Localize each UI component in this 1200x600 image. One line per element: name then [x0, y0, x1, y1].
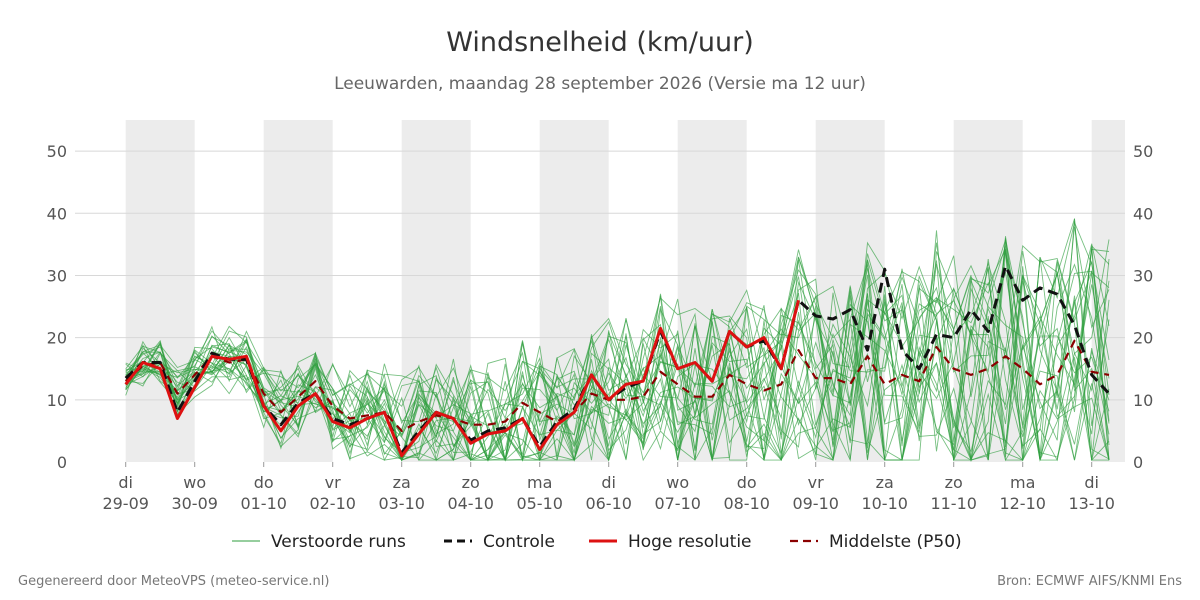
x-tick-date: 03-10	[378, 494, 425, 513]
x-tick-day: vr	[325, 473, 341, 492]
x-tick-date: 09-10	[792, 494, 839, 513]
x-tick-date: 12-10	[999, 494, 1046, 513]
x-tick-day: vr	[808, 473, 824, 492]
x-axis: di 29-09 wo 30-09 do 01-10 vr 02-10 za 03-10 zo 04-…	[102, 462, 1115, 513]
x-tick-date: 07-10	[654, 494, 701, 513]
footer-left: Gegenereerd door MeteoVPS (meteo-service…	[18, 574, 329, 589]
ensemble-run-line	[125, 245, 1110, 462]
y-tick-label-right: 30	[1133, 266, 1153, 285]
ensemble-run-line	[125, 236, 1110, 462]
ensemble-run-line	[125, 243, 1110, 462]
y-tick-label-right: 10	[1133, 391, 1153, 410]
y-tick-label-right: 20	[1133, 329, 1153, 348]
ensemble-run-line	[125, 221, 1110, 462]
ensemble-run-line	[125, 244, 1110, 461]
x-tick-date: 13-10	[1068, 494, 1115, 513]
y-axis-right: 0 10 20 30 40 50	[1133, 142, 1153, 472]
chart-subtitle: Leeuwarden, maandag 28 september 2026 (V…	[334, 74, 866, 94]
x-tick-date: 01-10	[240, 494, 287, 513]
ensemble-run-line	[125, 251, 1110, 462]
series-line-middelste-p50	[124, 339, 1110, 432]
legend-label: Verstoorde runs	[271, 532, 406, 552]
ensemble-run-line	[125, 248, 1110, 462]
ensemble-run-line	[125, 259, 1110, 462]
x-tick-day: di	[118, 473, 133, 492]
y-axis-left: 0 10 20 30 40 50	[47, 142, 67, 472]
series-line-hoge-resolutie	[124, 299, 800, 458]
legend-label: Hoge resolutie	[628, 532, 752, 552]
ensemble-run-line	[125, 247, 1110, 461]
x-tick-day: za	[393, 473, 411, 492]
x-tick-day: zo	[462, 473, 480, 492]
x-tick-date: 06-10	[585, 494, 632, 513]
x-tick-date: 29-09	[102, 494, 149, 513]
x-tick-day: di	[601, 473, 616, 492]
legend-label: Controle	[483, 532, 555, 552]
x-tick-day: wo	[183, 473, 206, 492]
y-tick-label: 30	[47, 266, 67, 285]
x-tick-date: 08-10	[723, 494, 770, 513]
x-tick-day: do	[737, 473, 757, 492]
x-tick-day: ma	[527, 473, 552, 492]
x-tick-date: 11-10	[930, 494, 977, 513]
y-tick-label-right: 0	[1133, 453, 1143, 472]
ensemble-run-line	[125, 248, 1110, 462]
day-band	[125, 120, 195, 462]
y-tick-label-right: 40	[1133, 204, 1153, 223]
y-tick-label: 50	[47, 142, 67, 161]
y-tick-label-right: 50	[1133, 142, 1153, 161]
x-tick-day: ma	[1010, 473, 1035, 492]
footer-right: Bron: ECMWF AIFS/KNMI Ens	[997, 574, 1182, 589]
x-tick-day: zo	[945, 473, 963, 492]
y-tick-label: 10	[47, 391, 67, 410]
x-tick-date: 30-09	[171, 494, 218, 513]
x-tick-date: 05-10	[516, 494, 563, 513]
ensemble-run-line	[125, 249, 1110, 462]
x-tick-date: 04-10	[447, 494, 494, 513]
x-tick-date: 10-10	[861, 494, 908, 513]
x-tick-day: do	[254, 473, 274, 492]
x-tick-day: za	[876, 473, 894, 492]
ensemble-run-line	[125, 218, 1110, 462]
y-tick-label: 0	[57, 453, 67, 472]
x-tick-date: 02-10	[309, 494, 356, 513]
main-series	[124, 264, 1111, 458]
ensemble-run-line	[125, 255, 1110, 462]
y-tick-label: 40	[47, 204, 67, 223]
x-tick-day: di	[1084, 473, 1099, 492]
chart-title: Windsnelheid (km/uur)	[446, 27, 754, 58]
ensemble-run-line	[125, 239, 1110, 462]
legend-label: Middelste (P50)	[829, 532, 962, 552]
y-tick-label: 20	[47, 329, 67, 348]
x-tick-day: wo	[666, 473, 689, 492]
legend: Verstoorde runs Controle Hoge resolutie Mid…	[232, 532, 962, 552]
